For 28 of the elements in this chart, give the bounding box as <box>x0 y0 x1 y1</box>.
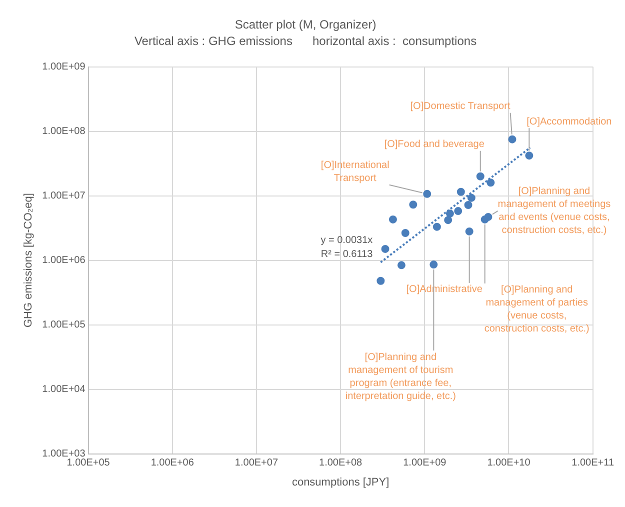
x-tick-label: 1.00E+10 <box>487 458 531 469</box>
annotation: [O]Administrative <box>406 284 483 296</box>
x-tick-label: 1.00E+08 <box>319 458 363 469</box>
annotation: [O]Planning and management of meetings and events (venue costs, construction costs, etc.) <box>498 186 611 236</box>
y-tick-label: 1.00E+03 <box>42 448 86 460</box>
chart-title: Scatter plot (M, Organizer) <box>234 18 376 32</box>
y-tick-label: 1.00E+07 <box>42 190 86 202</box>
x-tick-label: 1.00E+11 <box>572 458 614 469</box>
y-tick-label: 1.00E+04 <box>42 384 86 396</box>
x-tick-label: 1.00E+06 <box>150 458 194 469</box>
y-tick-label: 1.00E+06 <box>42 255 86 266</box>
annotation: y = 0.0031x <box>320 235 373 246</box>
annotation: R² = 0.6113 <box>320 249 374 260</box>
x-axis-title: consumptions [JPY] <box>292 476 390 488</box>
annotation: [O]Planning and management of tourism program (entrance fee, interpretation guide, etc.) <box>345 352 456 402</box>
x-tick-label: 1.00E+09 <box>403 458 447 469</box>
annotation: [O]Food and beverage <box>384 139 485 150</box>
annotation: [O]International Transport <box>320 160 390 184</box>
y-axis-title: GHG emissions [kg-CO₂eq] <box>22 193 35 328</box>
x-tick-label: 1.00E+05 <box>66 458 110 469</box>
annotation: [O]Planning and management of parties (venue costs, construction costs, etc.) <box>484 284 590 335</box>
x-tick-label: 1.00E+07 <box>234 458 278 469</box>
annotation: [O]Domestic Transport <box>410 101 510 112</box>
chart-subtitle: Vertical axis : GHG emissions horizontal axis : consumptions <box>134 34 477 48</box>
y-tick-label: 1.00E+08 <box>42 126 86 138</box>
y-tick-label: 1.00E+05 <box>42 320 86 331</box>
y-tick-label: 1.00E+09 <box>42 62 86 73</box>
annotation: [O]Accommodation <box>526 116 612 128</box>
